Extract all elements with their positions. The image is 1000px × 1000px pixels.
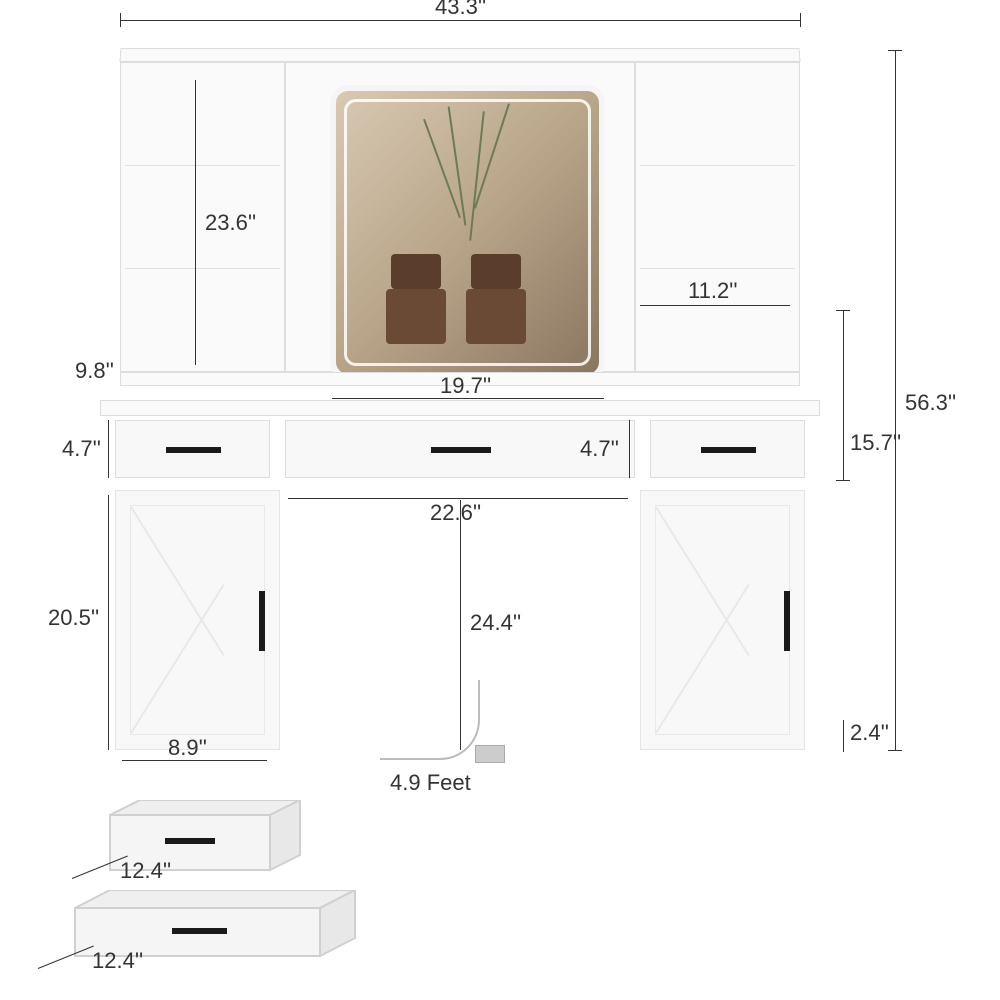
hutch-right-column <box>635 62 800 372</box>
cabinet-right <box>640 490 805 750</box>
dim-drawer-h-left: 4.7'' <box>62 436 101 462</box>
cabinet-left <box>115 490 280 750</box>
large-drawer-box <box>30 890 370 985</box>
dim-line-width <box>120 20 800 21</box>
hutch-left-column <box>120 62 285 372</box>
small-drawer-box <box>70 800 310 890</box>
power-cord <box>380 680 480 760</box>
dim-mirror-width: 19.7'' <box>440 373 491 399</box>
dim-small-drawer-d: 12.4'' <box>120 858 171 884</box>
dim-drawer-h-mid: 4.7'' <box>580 436 619 462</box>
dim-line-height <box>895 50 896 750</box>
dim-kneehole-h: 24.4'' <box>470 610 521 636</box>
dim-overall-width: 43.3'' <box>435 0 486 20</box>
dim-cabinet-w: 8.9'' <box>168 735 207 761</box>
desktop <box>100 400 820 416</box>
dim-shelf-depth: 9.8'' <box>75 358 114 384</box>
dim-right-shelf: 11.2'' <box>688 278 738 304</box>
dim-large-drawer-d: 12.4'' <box>92 948 143 974</box>
vanity-mirror <box>330 85 605 380</box>
dim-cord: 4.9 Feet <box>390 770 471 796</box>
drawer-right <box>650 420 805 478</box>
drawer-left <box>115 420 270 478</box>
dim-overall-height: 56.3'' <box>905 390 956 416</box>
dim-kneehole-w: 22.6'' <box>430 500 481 526</box>
hutch-top <box>120 48 801 62</box>
diagram-canvas: 43.3'' 56.3'' 23.6'' 9.8'' 11.2'' 19 <box>0 0 1000 1000</box>
dim-cabinet-h: 20.5'' <box>48 605 99 631</box>
dim-base-h: 2.4'' <box>850 720 889 746</box>
dim-hutch-height: 23.6'' <box>205 210 256 236</box>
dim-right-upper: 15.7'' <box>850 430 901 456</box>
